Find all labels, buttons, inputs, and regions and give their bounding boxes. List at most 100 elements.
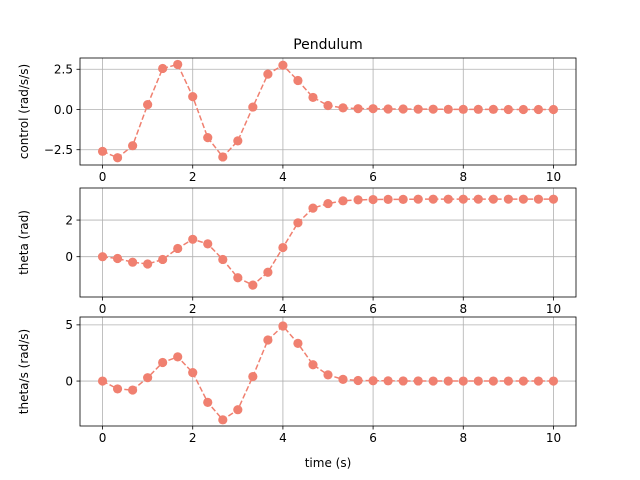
theta-dot-data-point [293,338,303,349]
y-tick-label: 0 [65,374,73,388]
theta-data-point [278,242,288,253]
theta-dot-data-point [278,321,288,331]
theta-dot-data-point [158,357,168,368]
theta-data-point [443,194,453,204]
theta-dot-data-point [398,376,408,386]
x-tick-label: 2 [189,431,197,445]
theta-data-point [458,194,468,204]
control-data-point [188,92,198,102]
control-data-point [518,104,528,115]
theta-dot-data-point [368,376,378,386]
control-data-point [293,75,303,86]
theta-data-point [233,273,243,283]
y-tick-label: 2 [65,213,73,227]
control-data-point [128,141,138,151]
control-data-point [218,152,228,162]
x-tick-label: 10 [546,431,561,445]
theta-dot-data-point [383,376,393,386]
x-tick-label: 0 [99,431,107,445]
control-data-point [353,104,363,114]
control-data-point [473,104,483,114]
theta-dot-y-axis-label: theta/s (rad/s) [17,329,31,414]
control-data-point [248,102,258,112]
control-data-point [308,92,318,103]
theta-data-point [128,257,138,267]
theta-dot-data-point [112,384,123,394]
theta-data-point [383,194,393,204]
theta-dot-data-point [308,360,318,370]
theta-dot-data-point [323,370,333,380]
theta-dot-data-point [263,335,273,345]
theta-dot-data-point [218,415,228,425]
x-tick-label: 8 [459,302,467,316]
theta-data-point [263,267,273,277]
theta-dot-data-point [338,374,348,384]
control-data-point [173,59,183,70]
theta-data-point [413,194,423,204]
control-data-point [428,104,438,114]
control-data-point [112,153,123,163]
theta-dot-data-point [353,375,363,386]
control-data-point [203,133,213,143]
theta-data-point [112,253,123,264]
theta-data-point [248,280,258,290]
control-data-point [97,146,108,156]
x-tick-label: 6 [369,431,377,445]
x-tick-label: 2 [189,302,197,316]
y-tick-label: 2.5 [54,63,73,77]
theta-dot-data-point [548,376,559,386]
y-tick-label: −2.5 [44,143,73,157]
x-axis-label: time (s) [305,456,352,470]
x-tick-label: 6 [369,170,377,184]
theta-dot-data-point [173,352,183,362]
control-data-point [143,100,153,110]
x-tick-label: 0 [99,302,107,316]
theta-data-point [503,194,513,204]
theta-data-point [97,252,108,262]
control-data-point [503,104,513,115]
theta-dot-data-point [233,405,243,415]
theta-data-point [293,218,303,228]
control-data-point [533,104,544,115]
theta-data-point [548,194,559,204]
theta-dot-data-point [97,376,108,386]
control-y-axis-label: control (rad/s/s) [17,64,31,159]
theta-dot-data-point [248,371,258,382]
control-data-point [383,104,393,114]
theta-dot-axes-frame [79,316,577,427]
control-data-point [458,104,468,114]
control-data-point [158,63,168,74]
theta-dot-data-point [473,376,483,386]
theta-dot-data-point [428,376,438,386]
control-data-point [338,103,348,113]
x-tick-label: 10 [546,170,561,184]
control-data-point [263,69,273,79]
theta-dot-data-point [518,376,528,386]
theta-data-point [398,194,408,204]
y-tick-label: 5 [65,318,73,332]
theta-data-point [323,198,333,209]
theta-data-point [188,234,198,244]
theta-dot-data-point [458,376,468,386]
control-data-point [323,100,333,111]
x-tick-label: 2 [189,170,197,184]
theta-dot-data-point [533,376,544,386]
chart-title: Pendulum [293,37,363,53]
x-tick-label: 0 [99,170,107,184]
theta-dot-data-point [488,376,498,386]
theta-data-point [203,239,213,249]
x-tick-label: 4 [279,431,287,445]
x-tick-label: 4 [279,170,287,184]
theta-dot-data-point [143,373,153,383]
theta-data-point [218,254,228,265]
theta-axes-frame [79,187,577,298]
theta-dot-data-point [503,376,513,386]
theta-data-point [428,194,438,204]
x-tick-label: 4 [279,302,287,316]
control-data-point [443,104,453,114]
control-data-point [488,104,498,114]
control-data-point [548,104,559,115]
control-data-point [233,136,243,146]
